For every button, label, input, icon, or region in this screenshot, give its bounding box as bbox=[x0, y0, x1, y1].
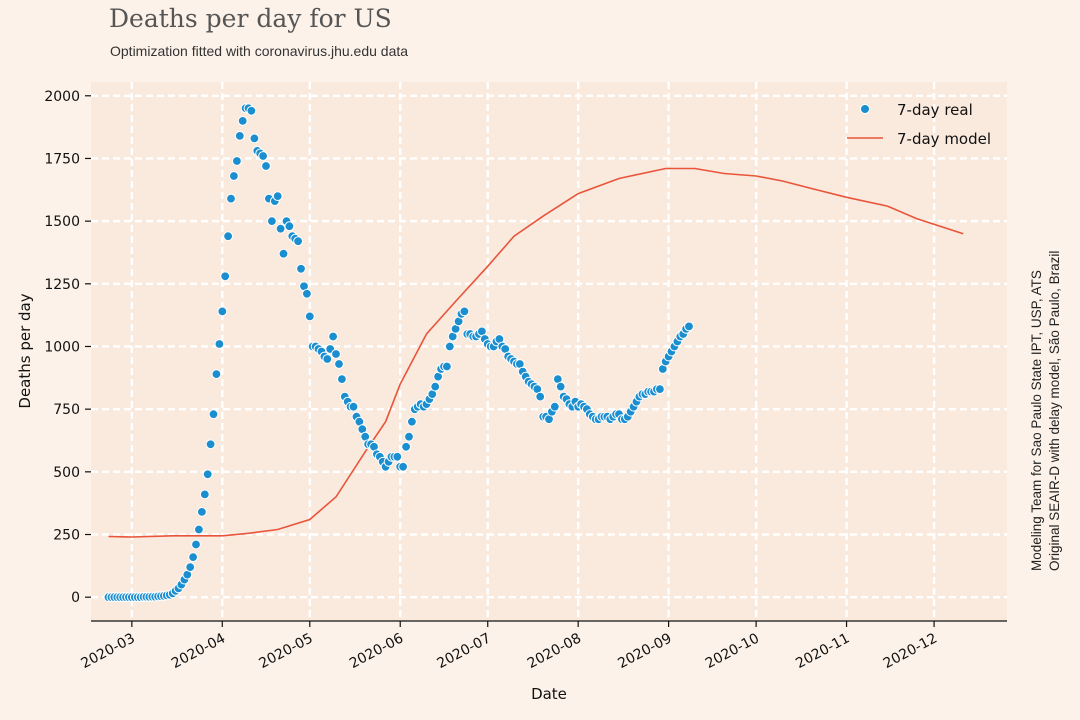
y-tick-label: 250 bbox=[53, 528, 80, 544]
data-point bbox=[655, 384, 665, 395]
data-point bbox=[331, 349, 341, 359]
data-point bbox=[214, 339, 225, 349]
data-point bbox=[348, 401, 359, 412]
y-tick-label: 750 bbox=[53, 402, 80, 418]
x-tick-label: 2020-08 bbox=[525, 630, 584, 672]
data-point bbox=[197, 507, 207, 517]
x-tick-label: 2020-04 bbox=[169, 630, 228, 672]
data-point bbox=[194, 524, 204, 535]
data-point bbox=[237, 116, 248, 126]
y-axis: 0 250 500 750 1000 1250 1500 1750 2000 bbox=[44, 89, 91, 606]
data-point bbox=[401, 441, 412, 452]
data-point bbox=[322, 354, 333, 364]
plot-area bbox=[91, 82, 1007, 621]
chart-subtitle: Optimization fitted with coronavirus.jhu… bbox=[110, 43, 409, 59]
data-point bbox=[278, 248, 289, 259]
data-point bbox=[267, 216, 277, 227]
x-axis: 2020-03 2020-04 2020-05 2020-06 2020-07 2020-… bbox=[79, 621, 940, 672]
data-point bbox=[223, 231, 234, 242]
data-point bbox=[407, 416, 417, 427]
data-point bbox=[459, 306, 470, 317]
data-point bbox=[205, 439, 216, 450]
y-tick-label: 500 bbox=[53, 465, 80, 481]
y-tick-label: 1750 bbox=[44, 151, 80, 167]
data-point bbox=[261, 161, 271, 171]
data-point bbox=[337, 374, 347, 385]
data-point bbox=[442, 361, 452, 372]
data-point bbox=[404, 431, 414, 442]
data-point bbox=[684, 321, 694, 332]
x-tick-label: 2020-06 bbox=[347, 630, 406, 672]
x-tick-label: 2020-07 bbox=[434, 630, 493, 672]
series-7-day-real bbox=[103, 103, 694, 603]
data-point bbox=[304, 311, 315, 322]
data-point bbox=[229, 171, 239, 181]
data-point bbox=[334, 359, 344, 369]
series-line-7-day-model bbox=[108, 167, 964, 538]
x-tick-label: 2020-11 bbox=[793, 630, 852, 672]
data-point bbox=[549, 401, 560, 412]
data-point bbox=[185, 562, 196, 572]
data-point bbox=[232, 156, 242, 166]
data-point bbox=[272, 191, 283, 202]
chart-title: Deaths per day for US bbox=[109, 4, 392, 33]
x-axis-label: Date bbox=[531, 685, 567, 703]
legend-marker-7-day-real bbox=[859, 103, 871, 115]
x-tick-label: 2020-09 bbox=[615, 630, 674, 672]
data-point bbox=[234, 131, 245, 141]
x-tick-label: 2020-05 bbox=[257, 630, 316, 672]
y-tick-label: 1250 bbox=[44, 277, 80, 293]
y-tick-label: 1500 bbox=[44, 214, 80, 230]
data-point bbox=[293, 236, 304, 247]
data-point bbox=[211, 369, 222, 380]
data-point bbox=[296, 263, 306, 274]
data-point bbox=[188, 552, 199, 562]
data-point bbox=[535, 391, 546, 402]
y-tick-label: 1000 bbox=[44, 339, 80, 355]
data-point bbox=[392, 451, 403, 462]
x-tick-label: 2020-03 bbox=[79, 630, 138, 672]
data-point bbox=[199, 489, 210, 500]
legend-label-7-day-real: 7-day real bbox=[897, 101, 973, 119]
data-point bbox=[226, 193, 236, 204]
grid bbox=[91, 82, 1007, 621]
legend-label-7-day-model: 7-day model bbox=[897, 130, 991, 148]
legend: 7-day real 7-day model bbox=[847, 101, 991, 148]
data-point bbox=[430, 381, 441, 392]
data-point bbox=[328, 331, 339, 342]
data-point bbox=[217, 306, 228, 317]
x-tick-label: 2020-10 bbox=[703, 630, 762, 672]
data-point bbox=[444, 341, 455, 352]
y-tick-label: 0 bbox=[71, 590, 80, 606]
data-point bbox=[191, 539, 201, 550]
y-axis-label: Deaths per day bbox=[16, 293, 34, 408]
data-point bbox=[302, 288, 312, 299]
data-point bbox=[398, 461, 409, 472]
y-tick-label: 2000 bbox=[44, 89, 80, 105]
data-point bbox=[275, 223, 286, 234]
data-point bbox=[202, 469, 213, 480]
data-point bbox=[284, 221, 295, 232]
data-point bbox=[258, 151, 269, 161]
data-point bbox=[249, 133, 260, 144]
data-point bbox=[246, 105, 257, 116]
x-tick-label: 2020-12 bbox=[881, 630, 940, 672]
data-point bbox=[208, 409, 219, 420]
data-point bbox=[555, 381, 566, 392]
data-point bbox=[220, 271, 231, 282]
